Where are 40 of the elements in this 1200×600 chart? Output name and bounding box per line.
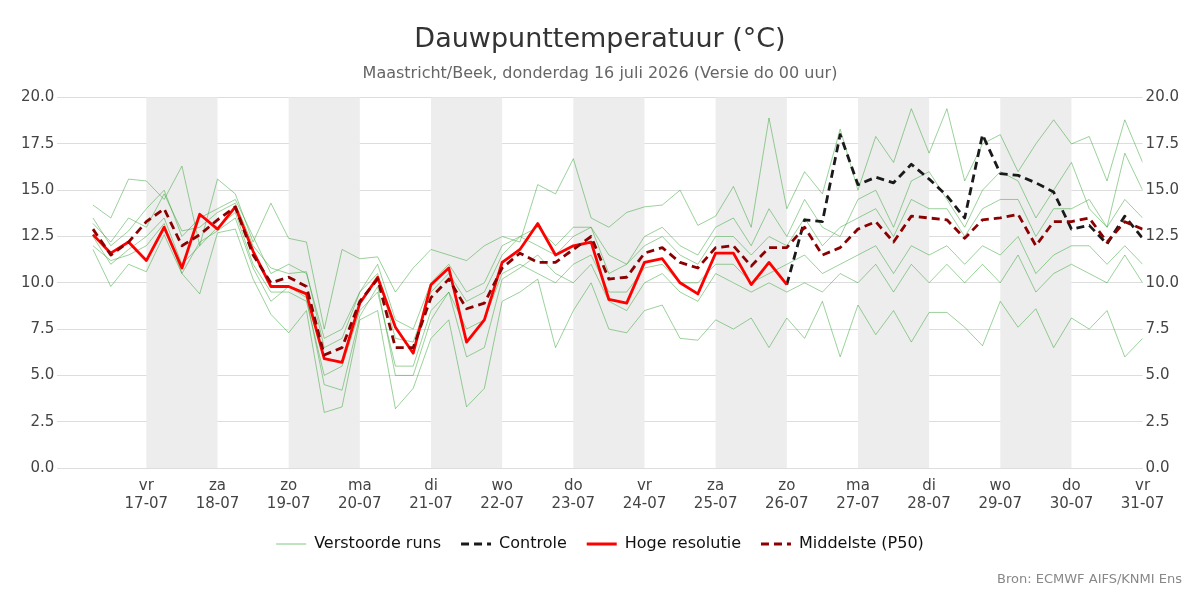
y-tick-label: 15.0 xyxy=(20,180,55,199)
x-tick-label: vr 17-07 xyxy=(124,475,169,512)
x-tick-label: ma 27-07 xyxy=(836,475,880,512)
y2-tick-label: 15.0 xyxy=(1145,180,1180,199)
y-tick-label: 17.5 xyxy=(20,133,55,152)
x-tick-label: wo 29-07 xyxy=(978,475,1023,512)
y-tick-label: 5.0 xyxy=(30,365,55,384)
y2-tick-label: 2.5 xyxy=(1145,411,1170,430)
y-tick-label: 7.5 xyxy=(30,318,55,337)
x-tick-label: vr 24-07 xyxy=(622,475,667,512)
x-tick-label: di 21-07 xyxy=(409,475,453,512)
y2-tick-label: 10.0 xyxy=(1145,272,1180,291)
x-tick-label: do 30-07 xyxy=(1049,475,1094,512)
x-tick-label: do 23-07 xyxy=(551,475,596,512)
y-tick-label: 0.0 xyxy=(30,457,55,476)
legend-label: Verstoorde runs xyxy=(314,533,442,553)
y2-tick-label: 5.0 xyxy=(1145,365,1170,384)
y-tick-label: 10.0 xyxy=(20,272,55,291)
text: Bron: ECMWF AIFS/KNMI Ens xyxy=(997,570,1183,586)
y2-tick-label: 0.0 xyxy=(1145,457,1170,476)
y2-tick-label: 17.5 xyxy=(1145,133,1180,152)
x-tick-label: ma 20-07 xyxy=(338,475,382,512)
x-tick-label: za 18-07 xyxy=(195,475,240,512)
x-tick-label: zo 19-07 xyxy=(266,475,311,512)
x-tick-label: zo 26-07 xyxy=(765,475,809,512)
y2-tick-label: 7.5 xyxy=(1145,318,1170,337)
legend-label: Hoge resolutie xyxy=(624,533,741,553)
chart-subtitle: Maastricht/Beek, donderdag 16 juli 2026 (Versie do 00 uur) xyxy=(362,63,838,83)
y-tick-label: 20.0 xyxy=(20,87,55,106)
x-tick-label: wo 22-07 xyxy=(480,475,524,512)
x-tick-label: vr 31-07 xyxy=(1120,475,1165,512)
y-tick-label: 12.5 xyxy=(20,226,55,245)
legend-label: Controle xyxy=(499,533,567,553)
legend-label: Middelste (P50) xyxy=(798,533,924,553)
y-tick-label: 2.5 xyxy=(30,411,55,430)
x-tick-label: di 28-07 xyxy=(907,475,951,512)
y2-tick-label: 20.0 xyxy=(1145,87,1180,106)
x-tick-label: za 25-07 xyxy=(693,475,738,512)
chart-title: Dauwpunttemperatuur (°C) xyxy=(414,22,786,54)
y2-tick-label: 12.5 xyxy=(1145,226,1180,245)
